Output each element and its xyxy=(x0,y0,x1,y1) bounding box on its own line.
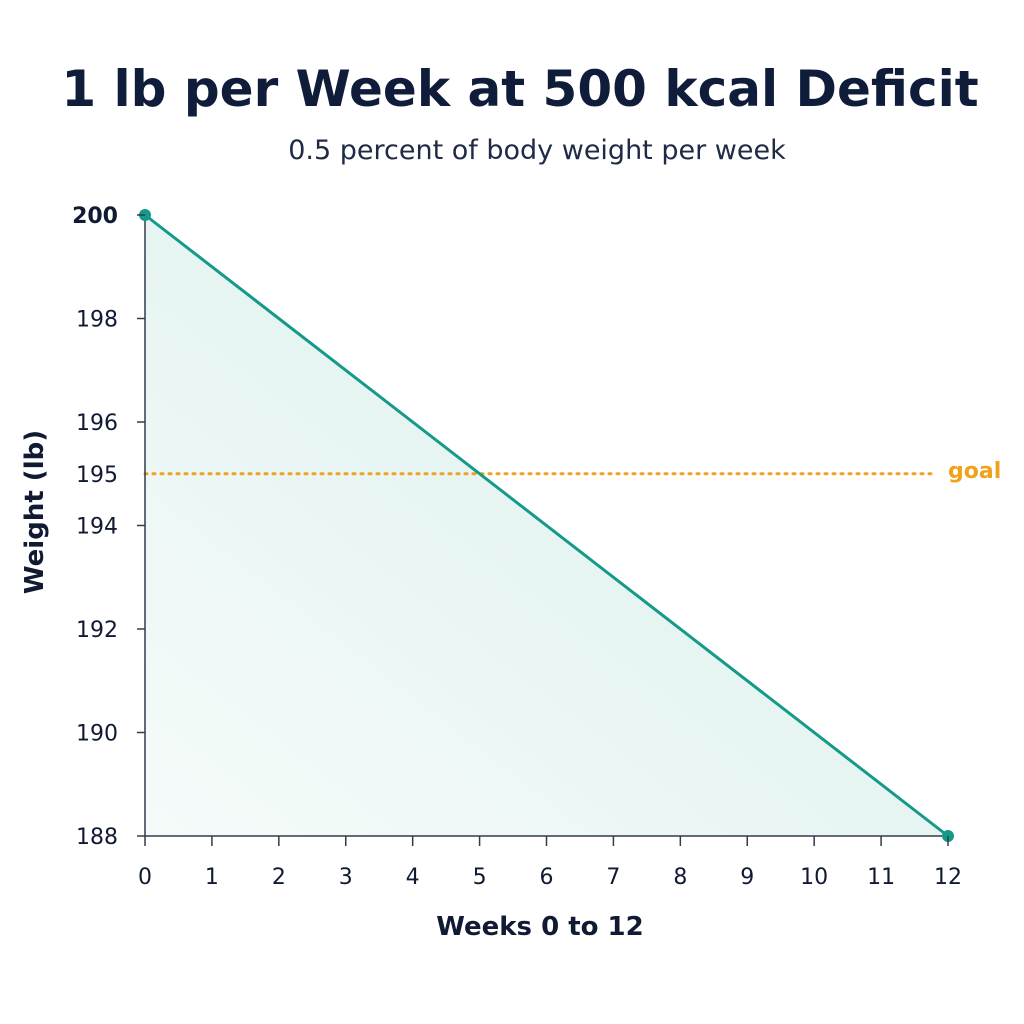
y-tick-label: 188 xyxy=(76,825,118,850)
y-axis-label: Weight (lb) xyxy=(20,430,50,594)
series-line xyxy=(144,213,949,838)
chart-subtitle: 0.5 percent of body weight per week xyxy=(288,135,786,166)
x-tick-label: 5 xyxy=(473,865,487,890)
x-tick-label: 6 xyxy=(540,865,554,890)
x-tick-label: 4 xyxy=(406,865,420,890)
x-tick-label: 9 xyxy=(740,865,754,890)
x-tick-label: 8 xyxy=(673,865,687,890)
chart-title: 1 lb per Week at 500 kcal Deficit xyxy=(61,60,978,118)
x-tick-label: 11 xyxy=(867,865,895,890)
goal-label: goal xyxy=(948,459,1001,484)
y-tick-layer: 188 190 192 194 195 196 198 200 xyxy=(72,204,145,850)
x-tick-label: 10 xyxy=(800,865,828,890)
x-tick-label: 7 xyxy=(606,865,620,890)
x-tick-label: 0 xyxy=(138,865,152,890)
x-tick-label: 3 xyxy=(339,865,353,890)
y-tick-label: 196 xyxy=(76,411,118,436)
reference-line-layer: goal xyxy=(143,459,1001,484)
x-tick-layer: 0 1 2 3 4 5 6 7 8 9 10 11 12 xyxy=(138,836,962,890)
y-tick-label: 198 xyxy=(76,308,118,333)
x-tick-label: 1 xyxy=(205,865,219,890)
x-axis-label: Weeks 0 to 12 xyxy=(436,912,644,942)
x-tick-label: 12 xyxy=(934,865,962,890)
y-tick-label-goal: 195 xyxy=(76,463,118,488)
y-tick-label: 192 xyxy=(76,618,118,643)
series-line-layer xyxy=(144,213,949,838)
y-tick-label: 200 xyxy=(72,204,118,229)
y-tick-label: 194 xyxy=(76,515,118,540)
x-tick-label: 2 xyxy=(272,865,286,890)
y-tick-label: 190 xyxy=(76,722,118,747)
